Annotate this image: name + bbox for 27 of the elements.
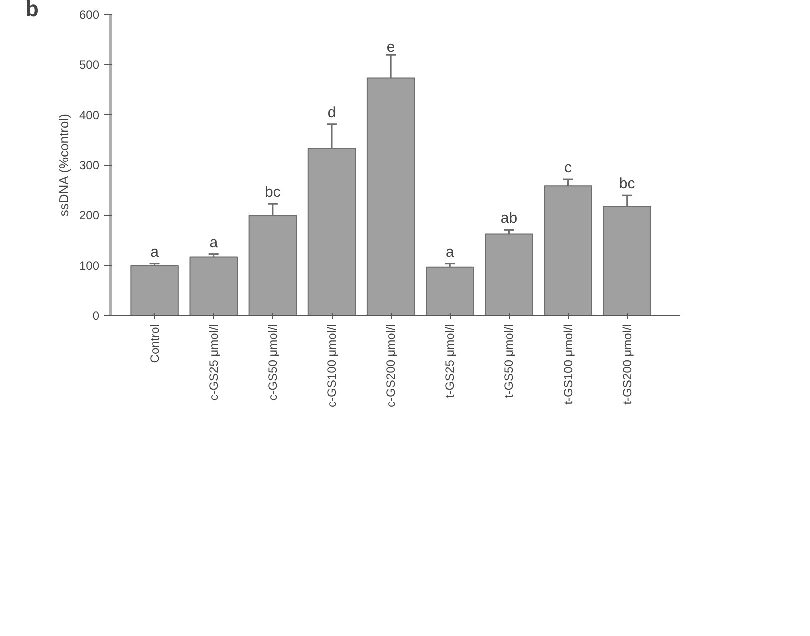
x-tick-label: t-GS200 μmol/l (620, 324, 634, 405)
x-tick-label: Control (148, 324, 162, 364)
y-tick-label: 300 (79, 158, 100, 172)
y-axis-title: ssDNA (%control) (56, 114, 72, 217)
annotation: c (564, 160, 573, 177)
x-tick-label: c-GS50 μmol/l (266, 324, 280, 401)
y-tick-label: 200 (79, 208, 100, 223)
annotation: e (386, 39, 396, 56)
y-tick-label: 400 (79, 108, 100, 122)
y-tick-label: 100 (79, 258, 100, 273)
y-tick-label: 0 (92, 309, 100, 323)
annotation: bc (619, 176, 636, 193)
y-tick-label: 600 (79, 8, 100, 22)
y-tick-label: 500 (79, 58, 100, 72)
x-tick-label: c-GS100 μmol/l (325, 324, 340, 408)
annotation: d (328, 104, 336, 122)
text: b (26, 0, 39, 22)
annotation: a (446, 244, 455, 261)
annotation: bc (265, 184, 282, 202)
x-tick-label: t-GS100 μmol/l (561, 324, 576, 405)
annotation: ab (500, 210, 518, 228)
x-tick-label: c-GS25 μmol/l (206, 324, 221, 401)
annotation: a (210, 234, 219, 252)
annotation: a (150, 244, 160, 261)
x-tick-label: c-GS200 μmol/l (384, 324, 398, 408)
x-tick-label: t-GS50 μmol/l (502, 324, 516, 398)
x-tick-label: t-GS25 μmol/l (443, 324, 458, 398)
